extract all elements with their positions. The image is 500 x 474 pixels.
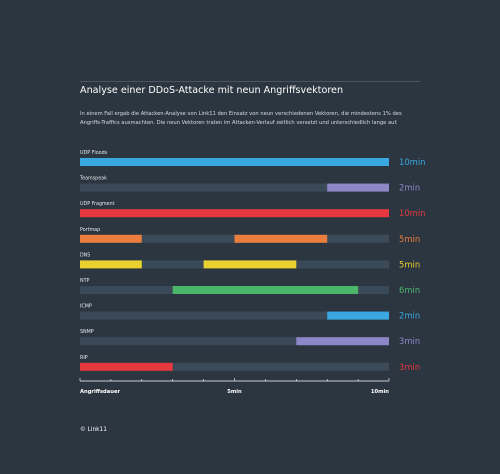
bar-teamspeak-1 [327, 183, 389, 192]
chart-description: In einem Fall ergab die Attacken-Analyse… [80, 111, 402, 126]
duration-label-rip: 3min [399, 362, 420, 372]
axis-tick-label-0: Angriffsdauer [80, 389, 120, 395]
track-snmp [80, 337, 389, 346]
bar-udp-fragment-1 [80, 209, 389, 218]
bar-dns-1 [80, 260, 142, 269]
title-rule [80, 81, 420, 82]
axis-tick-label-5: 5min [227, 389, 242, 395]
duration-label-udp-fragment: 10min [399, 208, 425, 218]
series-label-snmp: SNMP [80, 329, 94, 335]
bar-ntp-1 [172, 286, 359, 294]
track-rip [80, 362, 389, 371]
series-label-ntp: NTP [80, 278, 90, 284]
series-label-dns: DNS [80, 252, 90, 258]
bar-portmap-2 [234, 234, 328, 243]
series-label-teamspeak: Teamspeak [79, 176, 107, 182]
duration-label-dns: 5min [399, 259, 420, 269]
series-label-udp-floods: UDP Floods [80, 150, 108, 156]
bar-dns-2 [203, 260, 297, 269]
duration-label-teamspeak: 2min [399, 183, 420, 193]
bar-portmap-1 [80, 234, 142, 243]
series-label-rip: RIP [80, 355, 88, 361]
track-icmp [80, 311, 389, 320]
series-label-portmap: Portmap [80, 227, 100, 233]
copyright-footer: © Link11 [80, 427, 107, 433]
duration-label-portmap: 5min [399, 234, 420, 244]
chart-title: Analyse einer DDoS-Attacke mit neun Angr… [80, 85, 344, 96]
duration-label-icmp: 2min [399, 311, 420, 321]
duration-label-udp-floods: 10min [399, 157, 425, 167]
duration-label-ntp: 6min [399, 285, 420, 295]
bar-rip-1 [80, 362, 173, 371]
bar-udp-floods-1 [80, 158, 389, 166]
track-teamspeak [80, 183, 389, 192]
series-label-udp-fragment: UDP Fragment [80, 201, 115, 207]
series-label-icmp: ICMP [80, 304, 92, 310]
duration-label-snmp: 3min [399, 336, 420, 346]
bar-snmp-1 [296, 337, 389, 346]
axis-tick-label-10: 10min [371, 389, 389, 395]
bar-icmp-1 [327, 311, 389, 320]
